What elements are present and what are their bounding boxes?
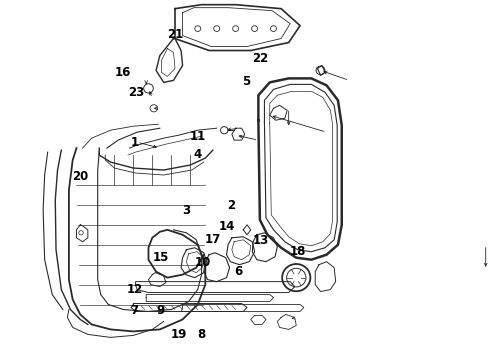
- Text: 19: 19: [171, 328, 187, 341]
- Text: 22: 22: [252, 51, 269, 64]
- Text: 16: 16: [115, 66, 131, 79]
- Text: 5: 5: [242, 75, 250, 88]
- Text: 23: 23: [128, 86, 145, 99]
- Text: 8: 8: [197, 328, 205, 341]
- Text: 3: 3: [182, 204, 191, 217]
- Text: 9: 9: [156, 305, 165, 318]
- Text: 1: 1: [130, 136, 139, 149]
- Text: 13: 13: [252, 234, 269, 247]
- Text: 17: 17: [204, 233, 220, 246]
- Text: 12: 12: [126, 283, 143, 296]
- Text: 6: 6: [234, 265, 243, 278]
- Text: 14: 14: [219, 220, 235, 233]
- Text: 11: 11: [190, 130, 206, 144]
- Text: 2: 2: [227, 199, 235, 212]
- Text: 20: 20: [73, 170, 89, 183]
- Text: 7: 7: [130, 305, 139, 318]
- Text: 10: 10: [195, 256, 211, 269]
- Text: 18: 18: [290, 245, 306, 258]
- Text: 21: 21: [167, 28, 183, 41]
- Text: 4: 4: [194, 148, 202, 161]
- Text: 15: 15: [152, 251, 169, 264]
